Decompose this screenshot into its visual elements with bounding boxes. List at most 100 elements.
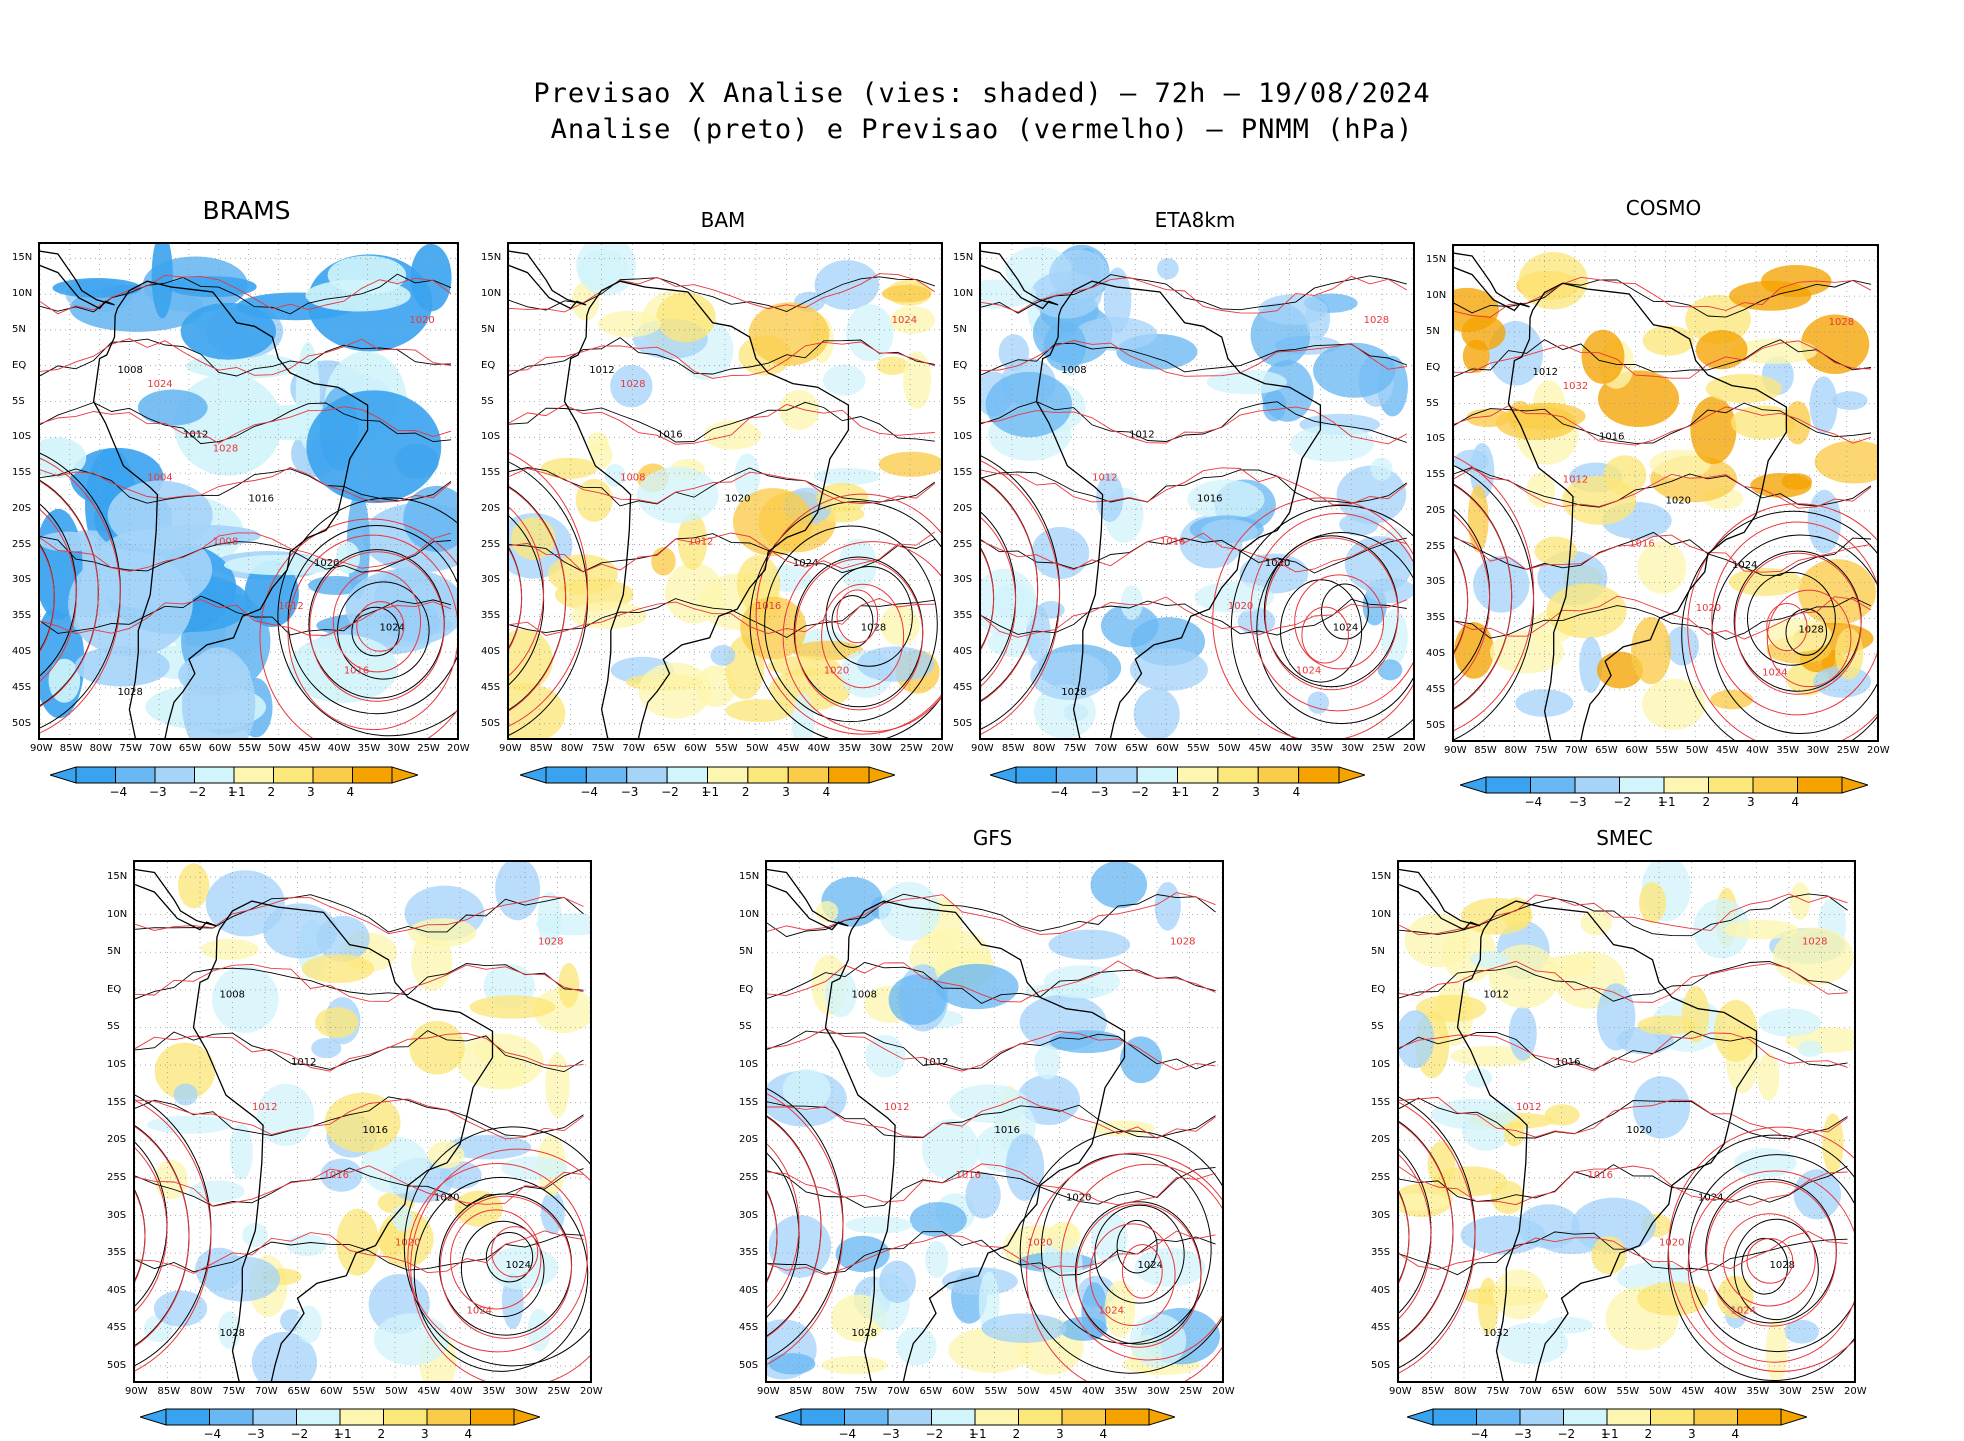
panel-title: BRAMS <box>202 196 291 225</box>
lon-tick-label: 35W <box>1114 1386 1138 1397</box>
lat-tick-label: 15S <box>953 467 973 479</box>
lat-tick-label: 35S <box>953 610 973 622</box>
bias-shade <box>1399 1010 1435 1069</box>
isobar-contour <box>509 403 935 445</box>
lat-tick-label: 30S <box>739 1209 759 1221</box>
isobar-contour <box>981 460 1061 735</box>
bias-shade <box>286 1233 327 1257</box>
panel-title: GFS <box>972 826 1013 850</box>
colorbar-arrow-right <box>1148 1408 1175 1426</box>
lat-tick-label: 25S <box>1371 1171 1391 1183</box>
lat-tick-label: 50S <box>107 1359 127 1371</box>
bias-shade <box>409 1020 465 1075</box>
isobar-contour <box>509 533 936 574</box>
bias-shade <box>74 645 170 687</box>
contour-label: 1016 <box>756 601 781 612</box>
isobar-contour <box>1766 589 1852 688</box>
bias-shade <box>154 1159 188 1200</box>
map-panel: 1008 1012 1016 1020 1024 1028 1012 1016 1020 1024… <box>765 860 1224 1383</box>
contour-label: 1008 <box>213 537 238 548</box>
bias-shade <box>981 1313 1067 1343</box>
bias-shade <box>40 437 87 479</box>
lat-tick-label: 15N <box>12 252 33 264</box>
colorbar-segment <box>312 766 353 784</box>
contour-label: 1024 <box>1698 1192 1723 1203</box>
bias-shade <box>814 260 880 310</box>
bias-shade <box>257 1083 315 1147</box>
contour-label: 1012 <box>1092 472 1117 483</box>
bias-shade <box>410 244 452 312</box>
isobar-contour <box>1399 1030 1848 1070</box>
isobar-contour <box>1454 484 1513 711</box>
bias-shade <box>68 550 193 657</box>
colorbar-segment <box>383 1408 428 1426</box>
colorbar-label: 2 <box>1211 785 1220 799</box>
lat-tick-label: 50S <box>12 717 32 729</box>
lat-tick-label: 10N <box>107 908 128 920</box>
lon-tick-label: 70W <box>887 1386 910 1397</box>
isobar-contour <box>1399 1148 1432 1314</box>
isobar-contour <box>1089 1223 1176 1327</box>
colorbar-segment <box>233 766 274 784</box>
contour-label: 1016 <box>249 494 274 505</box>
isobar-contour <box>40 480 99 708</box>
bias-shade <box>1043 965 1121 999</box>
lat-tick-label: 20S <box>107 1134 127 1146</box>
isobar-contour <box>40 457 121 734</box>
colorbar-segment <box>1485 776 1531 794</box>
colorbar-segment <box>1257 766 1300 784</box>
isobar-contour <box>1321 583 1369 640</box>
isobar-contour <box>1667 1134 1854 1381</box>
lat-tick-label: EQ <box>12 359 27 371</box>
isobar-contour <box>1019 1130 1222 1374</box>
bias-shade <box>925 1240 949 1279</box>
contour-label: 1024 <box>1762 668 1787 679</box>
bias-shade <box>1134 1247 1206 1287</box>
isobar-contour <box>981 478 1039 703</box>
colorbar-segment <box>1708 776 1754 794</box>
bias-shade <box>888 974 947 1026</box>
bias-shade <box>598 310 661 338</box>
lat-tick-label: 5N <box>1371 946 1385 958</box>
bias-shade <box>1632 1076 1691 1139</box>
lat-tick-label: 15S <box>12 467 32 479</box>
isobar-contour <box>1294 574 1385 670</box>
lat-tick-label: 15S <box>1371 1096 1391 1108</box>
lon-tick-label: 55W <box>352 1386 376 1397</box>
isobar-contour <box>767 961 1216 1004</box>
bias-shade <box>1492 1269 1546 1320</box>
colorbar-segment <box>209 1408 254 1426</box>
lat-tick-label: 50S <box>1371 1359 1391 1371</box>
isobar-contour <box>1454 276 1872 318</box>
lat-tick-label: 40S <box>739 1284 759 1296</box>
bias-shade <box>107 480 213 550</box>
lat-tick-label: 30S <box>953 574 973 586</box>
isobar-contour <box>1454 466 1872 508</box>
colorbar-segment <box>1752 776 1798 794</box>
bias-shade <box>510 517 556 560</box>
map-canvas: 1012 1016 1020 1024 1028 1012 1016 1020 1024 1028… <box>1454 246 1877 740</box>
lon-tick-label: 25W <box>547 1386 571 1397</box>
lon-tick-label: 25W <box>1179 1386 1203 1397</box>
contour-label: 1020 <box>1696 603 1721 614</box>
lon-tick-label: 85W <box>1001 743 1025 754</box>
lat-tick-label: EQ <box>953 359 968 371</box>
isobar-contour <box>767 1231 1216 1276</box>
bias-shade <box>1546 583 1627 639</box>
colorbar <box>1460 776 1868 794</box>
colorbar-label: −4 <box>838 1427 857 1441</box>
lat-tick-label: 25S <box>12 538 32 550</box>
isobar-contour <box>825 566 913 667</box>
lon-tick-label: 80W <box>1032 743 1056 754</box>
coastline <box>192 900 494 1381</box>
contour-label: 1028 <box>852 1328 877 1339</box>
contour-label: 1032 <box>1563 381 1588 392</box>
colorbar-segment <box>426 1408 471 1426</box>
isobar-contour <box>1256 532 1413 725</box>
lat-tick-label: 25S <box>1426 540 1446 552</box>
colorbar-label: 1 <box>969 1427 977 1441</box>
bias-shade <box>813 467 881 486</box>
isobar-contour <box>40 338 452 376</box>
coastline <box>1507 282 1788 740</box>
contour-label: 1012 <box>589 365 614 376</box>
